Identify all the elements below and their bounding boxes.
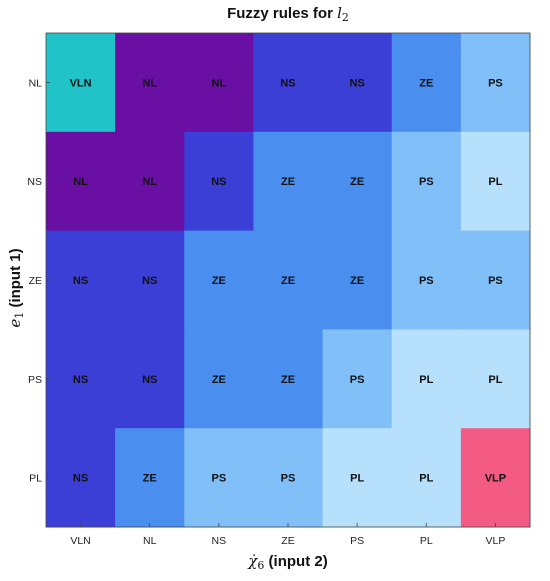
heatmap-cell — [115, 329, 185, 429]
heatmap-cell — [460, 33, 531, 133]
heatmap-cell — [391, 428, 462, 528]
heatmap-cell — [115, 428, 185, 528]
y-tick-label: NL — [29, 77, 43, 89]
heatmap-cell — [391, 33, 462, 133]
cell-label: ZE — [281, 275, 295, 287]
cell-label: PS — [419, 275, 434, 287]
heatmap-cell — [460, 230, 531, 330]
cell-label: PL — [488, 176, 502, 188]
x-tick-label: ZE — [281, 535, 294, 547]
x-tick-label: VLP — [485, 535, 505, 547]
x-tick-label: NS — [212, 535, 227, 547]
heatmap-cell — [46, 428, 116, 528]
heatmap-cell — [253, 33, 324, 133]
y-tick-label: ZE — [29, 275, 42, 287]
cell-label: NS — [73, 473, 88, 485]
cell-label: PS — [212, 473, 227, 485]
cell-label: VLP — [485, 473, 506, 485]
heatmap-cell — [322, 33, 393, 133]
heatmap-cell — [46, 131, 116, 232]
cell-label: ZE — [281, 374, 295, 386]
cell-label: PS — [419, 176, 434, 188]
cell-label: PS — [281, 473, 296, 485]
heatmap-cell — [184, 329, 254, 429]
heatmap-cell — [115, 131, 185, 232]
cell-label: ZE — [350, 176, 364, 188]
cell-label: PL — [350, 473, 364, 485]
y-tick-label: PL — [29, 473, 42, 485]
heatmap-cell — [184, 428, 254, 528]
x-tick-label: NL — [143, 535, 157, 547]
heatmap-cell — [322, 230, 393, 330]
cell-label: PS — [488, 77, 503, 89]
cell-label: NL — [73, 176, 88, 188]
heatmap-cell — [46, 230, 116, 330]
cell-label: ZE — [281, 176, 295, 188]
cell-label: NL — [142, 77, 157, 89]
cell-label: NS — [73, 275, 88, 287]
heatmap-cell — [46, 329, 116, 429]
cell-label: ZE — [143, 473, 157, 485]
heatmap-cell — [322, 329, 393, 429]
cell-label: NL — [212, 77, 227, 89]
x-tick-label: PS — [350, 535, 364, 547]
cell-label: ZE — [212, 374, 226, 386]
heatmap-cell — [391, 329, 462, 429]
heatmap-cell — [253, 230, 324, 330]
title-symbol: l — [337, 4, 342, 22]
heatmap-cell — [184, 131, 254, 232]
heatmap-cell — [391, 131, 462, 232]
y-tick-label: NS — [27, 176, 42, 188]
heatmap-cell — [460, 329, 531, 429]
heatmap-cell — [460, 131, 531, 232]
heatmap-cell — [253, 131, 324, 232]
cell-label: PS — [488, 275, 503, 287]
cell-label: ZE — [419, 77, 433, 89]
x-tick-label: PL — [420, 535, 433, 547]
heatmap-cell — [322, 131, 393, 232]
cell-label: NS — [350, 77, 365, 89]
cell-label: PL — [419, 473, 433, 485]
cell-label: PL — [419, 374, 433, 386]
heatmap-cell — [391, 230, 462, 330]
cell-label: PS — [350, 374, 365, 386]
heatmap-cell — [322, 428, 393, 528]
heatmap-cell — [460, 428, 531, 528]
heatmap-cell — [46, 33, 116, 133]
cell-label: NS — [142, 374, 157, 386]
cell-label: NL — [142, 176, 157, 188]
cell-label: ZE — [350, 275, 364, 287]
heatmap-cell — [184, 230, 254, 330]
cell-label: NS — [280, 77, 295, 89]
cell-label: NS — [211, 176, 226, 188]
cell-label: PL — [488, 374, 502, 386]
heatmap-cell — [253, 428, 324, 528]
heatmap-cell — [115, 33, 185, 133]
y-tick-label: PS — [28, 374, 42, 386]
cell-label: NS — [142, 275, 157, 287]
title-subscript: 2 — [341, 11, 349, 24]
cell-label: VLN — [70, 77, 92, 89]
heatmap-cell — [184, 33, 254, 133]
heatmap-cell — [115, 230, 185, 330]
heatmap-cell — [253, 329, 324, 429]
cell-label: ZE — [212, 275, 226, 287]
chart-title: Fuzzy rules for l2 — [227, 4, 349, 24]
x-tick-label: VLN — [70, 535, 90, 547]
x-axis-label: χ̇6 (input 2) — [248, 552, 328, 572]
cell-label: NS — [73, 374, 88, 386]
